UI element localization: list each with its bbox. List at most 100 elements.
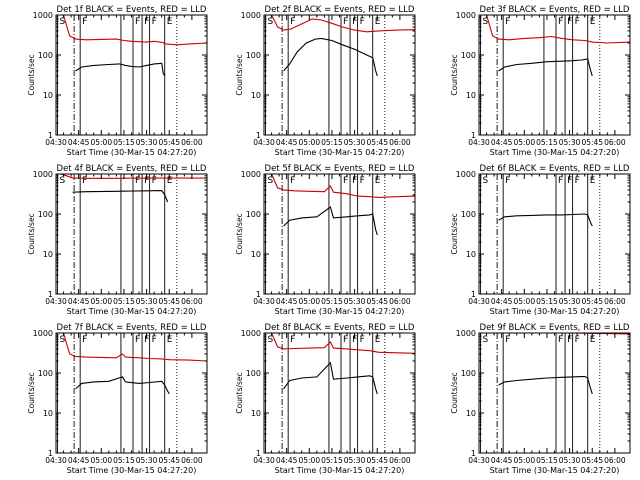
x-tick-label: 05:15 xyxy=(321,297,343,306)
event-markers xyxy=(57,15,178,135)
event-marker-label: F xyxy=(567,335,572,345)
event-marker-label: F xyxy=(290,17,295,27)
y-tick-label: 1000 xyxy=(33,170,53,179)
y-tick-label: 10 xyxy=(466,91,476,100)
x-tick-label: 05:30 xyxy=(344,456,366,465)
event-marker-label: F xyxy=(360,335,365,345)
y-axis-label: Counts/sec xyxy=(27,213,36,254)
event-marker-label: S xyxy=(60,335,66,345)
x-tick-label: 05:15 xyxy=(536,138,558,147)
chart-title: Det 3f BLACK = Events, RED = LLD xyxy=(480,5,630,15)
x-tick-label: 05:45 xyxy=(581,297,603,306)
x-tick-label: 04:30 xyxy=(468,138,490,147)
event-marker-label: F xyxy=(82,17,87,27)
x-tick-label: 05:00 xyxy=(513,297,535,306)
plot-frame xyxy=(478,14,631,136)
plot-frame xyxy=(478,173,631,295)
plot-frame xyxy=(55,14,208,136)
x-tick-label: 04:30 xyxy=(45,297,67,306)
x-tick-label: 05:30 xyxy=(344,138,366,147)
chart-title: Det 5f BLACK = Events, RED = LLD xyxy=(265,164,415,174)
event-markers xyxy=(265,174,386,294)
event-marker-label: F xyxy=(567,17,572,27)
events-series-line xyxy=(498,375,593,395)
event-marker-label: F xyxy=(82,176,87,186)
event-marker-label: F xyxy=(82,335,87,345)
x-tick-label: 04:30 xyxy=(253,138,275,147)
x-tick-label: 05:15 xyxy=(113,138,135,147)
y-axis-label: Counts/sec xyxy=(235,54,244,95)
event-marker-label: F xyxy=(144,17,149,27)
x-axis-label: Start Time (30-Mar-15 04:27:20) xyxy=(490,307,620,316)
x-tick-label: 04:45 xyxy=(491,456,513,465)
event-marker-label: E xyxy=(375,176,381,186)
lld-series-line xyxy=(56,333,207,362)
x-tick-label: 05:45 xyxy=(581,138,603,147)
y-tick-label: 100 xyxy=(38,51,53,60)
event-marker-label: F xyxy=(575,17,580,27)
x-tick-label: 04:30 xyxy=(468,297,490,306)
series-group xyxy=(56,15,207,77)
event-marker-label: E xyxy=(375,17,381,27)
event-marker-label: S xyxy=(483,335,489,345)
x-axis-label: Start Time (30-Mar-15 04:27:20) xyxy=(275,307,405,316)
event-marker-label: S xyxy=(483,17,489,27)
series-group xyxy=(479,333,630,395)
x-tick-label: 05:30 xyxy=(559,138,581,147)
y-tick-label: 1 xyxy=(256,290,261,299)
event-marker-label: F xyxy=(567,176,572,186)
x-tick-label: 04:45 xyxy=(276,297,298,306)
y-axis-label: Counts/sec xyxy=(235,372,244,413)
y-tick-label: 10 xyxy=(43,91,53,100)
event-marker-label: S xyxy=(60,17,66,27)
event-marker-label: F xyxy=(152,335,157,345)
y-tick-label: 100 xyxy=(461,369,476,378)
chart-title: Det 4f BLACK = Events, RED = LLD xyxy=(57,164,207,174)
plot-frame xyxy=(478,332,631,454)
x-tick-label: 05:45 xyxy=(366,297,388,306)
event-marker-label: F xyxy=(558,176,563,186)
event-marker-label: E xyxy=(590,335,596,345)
x-tick-label: 04:30 xyxy=(45,138,67,147)
chart-title: Det 8f BLACK = Events, RED = LLD xyxy=(265,323,415,333)
y-tick-label: 1000 xyxy=(456,170,476,179)
event-markers xyxy=(57,333,178,453)
x-axis-label: Start Time (30-Mar-15 04:27:20) xyxy=(67,148,197,157)
x-tick-label: 05:00 xyxy=(90,297,112,306)
y-tick-label: 100 xyxy=(461,210,476,219)
lld-series-line xyxy=(264,15,415,33)
event-markers xyxy=(57,174,178,294)
y-tick-label: 100 xyxy=(246,210,261,219)
x-tick-label: 05:45 xyxy=(366,456,388,465)
y-axis-label: Counts/sec xyxy=(450,372,459,413)
event-marker-label: S xyxy=(60,176,66,186)
y-tick-label: 1000 xyxy=(456,11,476,20)
x-tick-label: 05:00 xyxy=(513,456,535,465)
plot-frame xyxy=(263,14,416,136)
events-series-line xyxy=(283,206,378,236)
x-tick-label: 05:45 xyxy=(158,297,180,306)
event-marker-label: F xyxy=(352,335,357,345)
y-tick-label: 1 xyxy=(256,131,261,140)
x-tick-label: 05:00 xyxy=(298,138,320,147)
events-series-line xyxy=(72,190,169,203)
event-marker-label: F xyxy=(343,176,348,186)
x-tick-label: 06:00 xyxy=(181,456,203,465)
y-tick-label: 1 xyxy=(256,449,261,458)
series-group xyxy=(498,213,593,227)
event-marker-label: F xyxy=(575,335,580,345)
x-axis-label: Start Time (30-Mar-15 04:27:20) xyxy=(275,148,405,157)
x-tick-label: 05:45 xyxy=(581,456,603,465)
event-marker-label: S xyxy=(268,176,274,186)
y-axis-label: Counts/sec xyxy=(450,213,459,254)
x-tick-label: 05:30 xyxy=(344,297,366,306)
series-group xyxy=(56,333,207,395)
y-tick-label: 1000 xyxy=(456,329,476,338)
x-tick-label: 06:00 xyxy=(389,456,411,465)
x-tick-label: 05:00 xyxy=(90,138,112,147)
y-tick-label: 1 xyxy=(48,290,53,299)
event-marker-label: F xyxy=(558,335,563,345)
